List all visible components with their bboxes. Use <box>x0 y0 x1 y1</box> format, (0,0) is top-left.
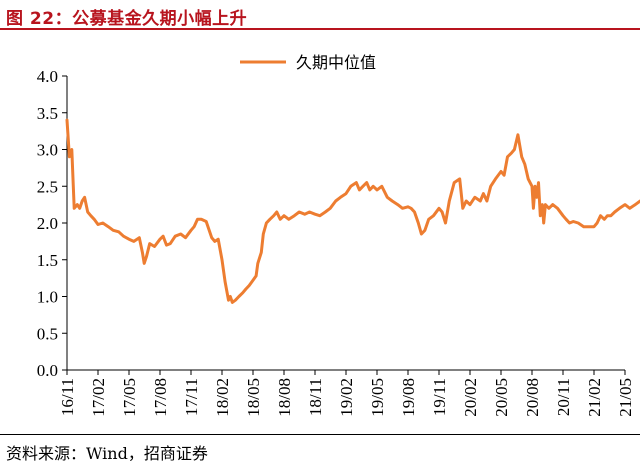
x-tick-label: 18/05 <box>244 378 263 417</box>
x-tick-label: 20/05 <box>492 378 511 417</box>
y-tick-label: 0.0 <box>37 361 58 380</box>
legend: 久期中位值 <box>240 53 376 72</box>
title-divider <box>0 28 640 30</box>
x-tick-label: 21/02 <box>585 378 604 417</box>
x-tick-label: 16/11 <box>58 378 77 416</box>
y-tick-label: 2.0 <box>37 214 58 233</box>
figure-title: 图 22：公募基金久期小幅上升 <box>6 9 248 29</box>
y-tick-label: 0.5 <box>37 324 58 343</box>
series-line-duration-median <box>65 118 640 304</box>
x-tick-label: 20/11 <box>554 378 573 416</box>
duration-line-chart: 久期中位值 0.0 0.5 1.0 1.5 2.0 2.5 3.0 3.5 4.0 16/11 1… <box>0 31 640 433</box>
y-tick-label: 3.0 <box>37 141 58 160</box>
x-tick-label: 19/08 <box>399 378 418 417</box>
x-tick-label: 17/05 <box>120 378 139 417</box>
y-tick-label: 1.5 <box>37 251 58 270</box>
x-tick-label: 20/08 <box>523 378 542 417</box>
x-axis: 16/11 17/02 17/05 17/08 17/11 18/02 18/05 18/08… <box>58 369 635 417</box>
legend-label: 久期中位值 <box>296 53 376 72</box>
x-tick-label: 18/08 <box>275 378 294 417</box>
x-tick-label: 17/08 <box>151 378 170 417</box>
source-note: 资料来源：Wind，招商证券 <box>6 444 208 463</box>
x-tick-label: 19/05 <box>368 378 387 417</box>
chart-canvas: 久期中位值 0.00.51.01.52.02.53.03.54.0 16/11 1… <box>37 53 640 417</box>
x-tick-label: 19/02 <box>337 378 356 417</box>
x-tick-label: 18/02 <box>213 378 232 417</box>
y-tick-label: 1.0 <box>37 288 58 307</box>
y-axis: 0.0 0.5 1.0 1.5 2.0 2.5 3.0 3.5 4.0 <box>37 67 68 380</box>
x-tick-label: 20/02 <box>461 378 480 417</box>
y-tick-label: 4.0 <box>37 67 58 86</box>
x-tick-label: 21/05 <box>616 378 635 417</box>
x-tick-label: 19/11 <box>430 378 449 416</box>
x-tick-label: 18/11 <box>306 378 325 416</box>
y-tick-label: 2.5 <box>37 177 58 196</box>
footer-divider <box>0 434 640 435</box>
x-tick-label: 17/02 <box>89 378 108 417</box>
y-tick-label: 3.5 <box>37 104 58 123</box>
x-tick-label: 17/11 <box>182 378 201 416</box>
